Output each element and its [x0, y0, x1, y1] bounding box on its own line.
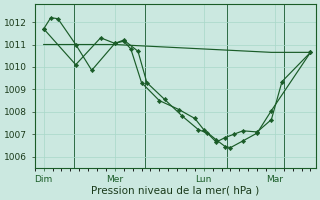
X-axis label: Pression niveau de la mer( hPa ): Pression niveau de la mer( hPa ): [91, 186, 260, 196]
